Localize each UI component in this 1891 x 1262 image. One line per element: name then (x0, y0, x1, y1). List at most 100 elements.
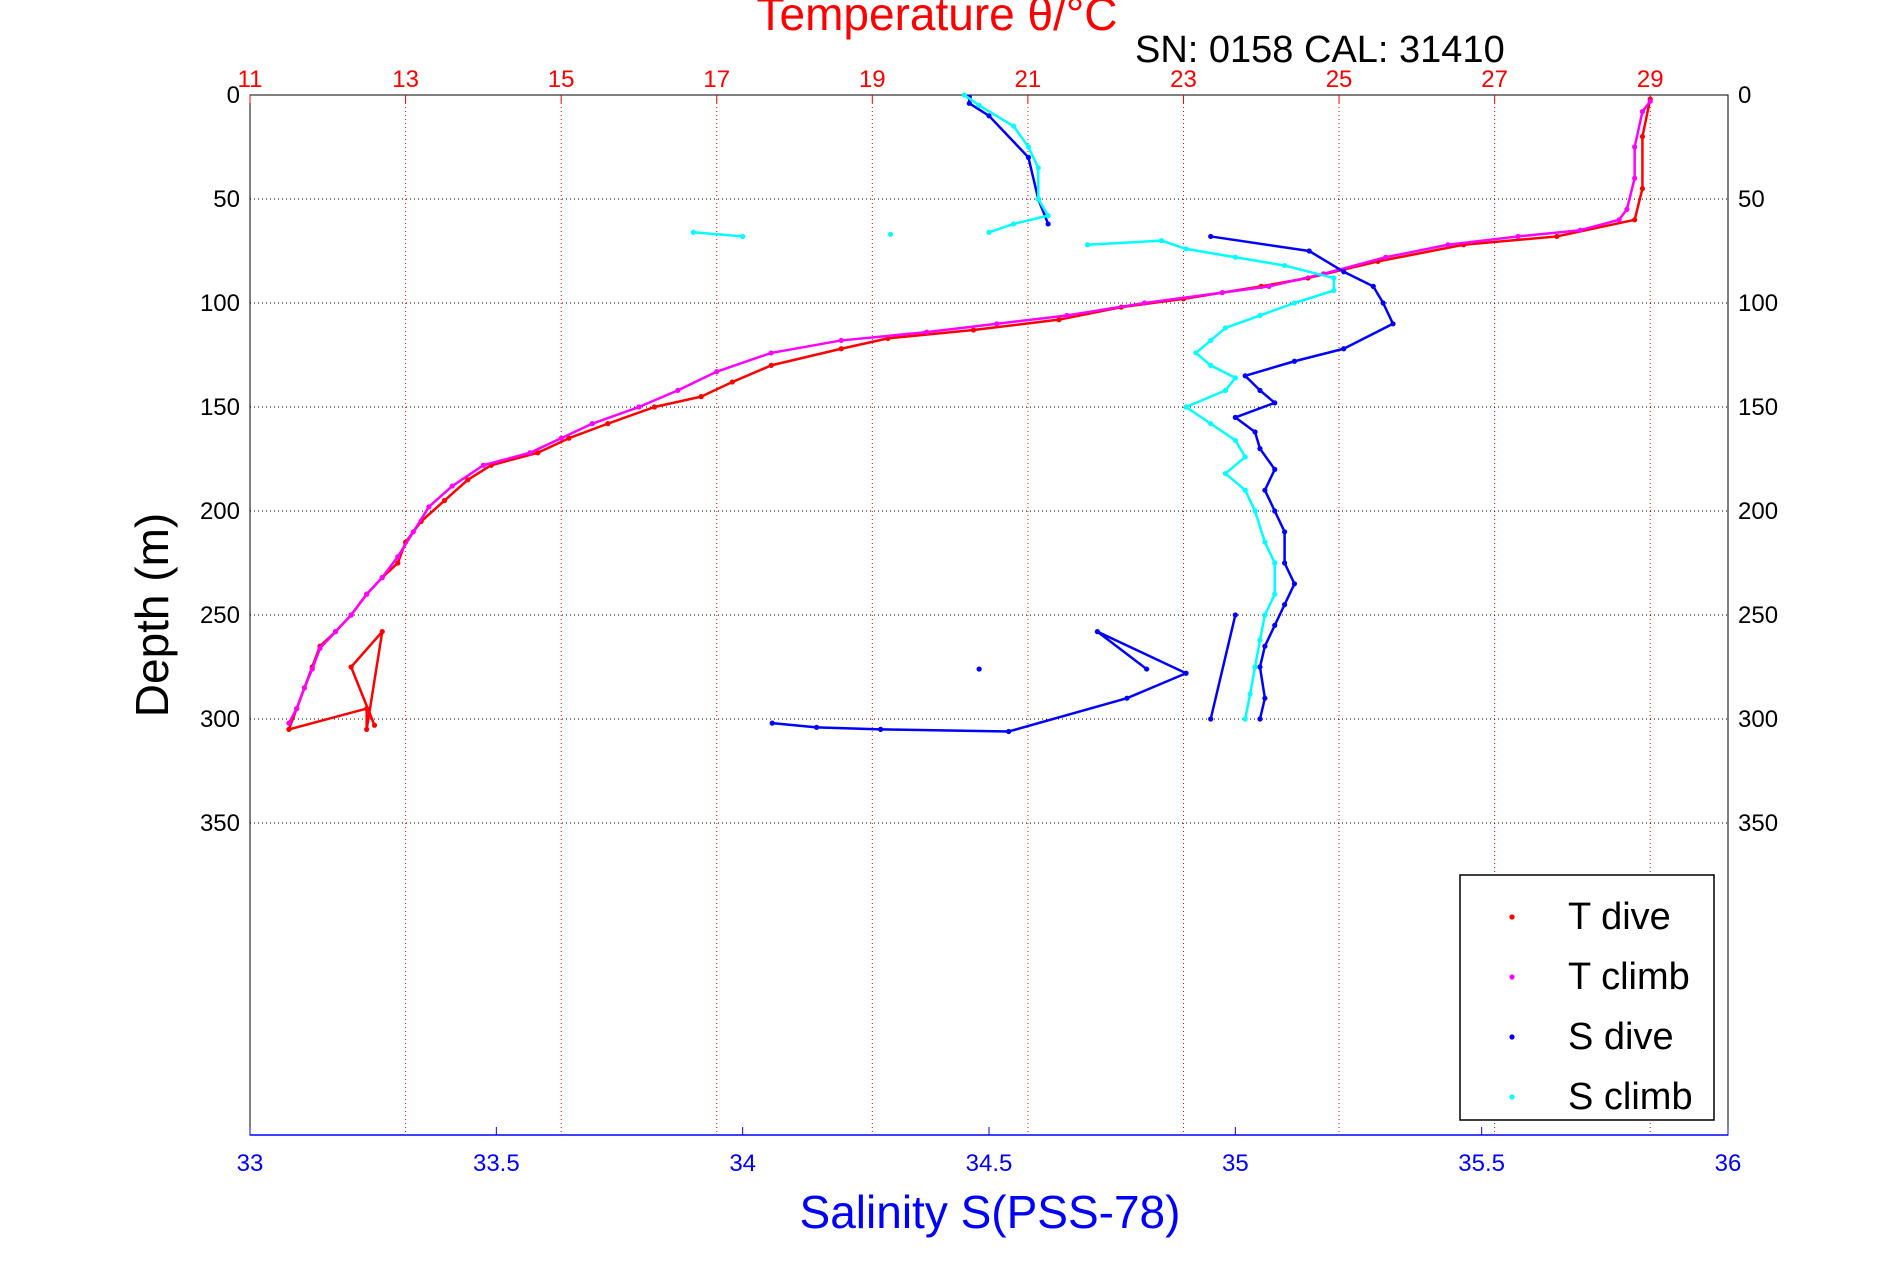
legend: T dive T climb S dive S climb (1459, 874, 1715, 1121)
s-climb-point (1222, 387, 1229, 393)
t-dive-point (838, 346, 844, 352)
t-climb-point (449, 483, 455, 489)
s-climb-point (1158, 238, 1165, 244)
t-dive-point (395, 560, 401, 566)
s-climb-segment (1184, 389, 1227, 409)
s-climb-point (1045, 213, 1051, 219)
t-climb-segment (715, 351, 773, 373)
s-climb-point (986, 229, 992, 235)
temperature-tick-label: 29 (1637, 66, 1664, 93)
axes: 11 13 15 17 19 21 23 25 27 29 33 33.5 34 34.5 35 35.5 36… (200, 66, 1778, 1177)
s-climb-segment (1209, 364, 1237, 380)
t-dive-point (729, 379, 735, 385)
s-dive-segment (968, 102, 991, 118)
s-dive-segment (1263, 488, 1276, 513)
t-climb-point (1577, 227, 1583, 233)
t-climb-point (1445, 242, 1451, 248)
s-dive-segment (1342, 270, 1375, 288)
s-climb-point (1035, 196, 1041, 202)
t-dive-segment (699, 380, 734, 398)
s-dive-segment (1381, 301, 1395, 326)
s-climb-point (1208, 337, 1214, 344)
s-dive-segment (1258, 696, 1267, 721)
t-climb-point (1616, 217, 1622, 223)
s-dive-segment (1258, 665, 1267, 700)
t-climb-point (1639, 109, 1646, 115)
t-climb-segment (1065, 301, 1146, 317)
s-dive-point (1257, 716, 1263, 722)
s-dive-segment (1007, 696, 1129, 733)
legend-marker (1509, 1094, 1515, 1100)
t-dive-segment (1633, 187, 1644, 222)
t-climb-point (294, 706, 300, 712)
t-climb-segment (427, 484, 454, 509)
s-climb-point (1272, 591, 1278, 597)
t-dive-segment (1462, 235, 1559, 247)
t-dive-segment (653, 395, 703, 409)
s-climb-segment (1234, 439, 1247, 459)
s-climb-point (1282, 262, 1288, 269)
s-dive-point (1025, 154, 1032, 160)
x-axis-label: Salinity S(PSS-78) (800, 1186, 1181, 1238)
s-dive-segment (1307, 249, 1345, 274)
t-climb-point (924, 329, 930, 335)
t-climb-segment (1578, 218, 1621, 232)
s-climb-point (1084, 242, 1091, 248)
s-climb-point (1208, 421, 1214, 427)
s-dive-point (1232, 612, 1238, 618)
t-climb-segment (528, 436, 563, 455)
t-climb-point (286, 720, 292, 726)
s-dive-point (1144, 666, 1150, 672)
s-climb-point (1232, 254, 1238, 260)
s-climb-point (1183, 246, 1189, 252)
t-climb-segment (451, 463, 485, 488)
t-climb-point (1266, 283, 1272, 289)
legend-entry-label: S dive (1568, 1016, 1674, 1058)
t-dive-point (364, 706, 370, 712)
s-climb-point (1011, 221, 1017, 227)
s-dive-segment (1258, 644, 1267, 669)
t-climb-segment (334, 613, 353, 633)
t-dive-segment (419, 499, 446, 523)
t-climb-point (636, 404, 642, 410)
s-dive-segment (1096, 630, 1188, 675)
depth-tick-label-right: 0 (1738, 82, 1751, 109)
s-climb-segment (1243, 692, 1252, 721)
s-climb-segment (1224, 314, 1262, 330)
t-climb-segment (396, 530, 415, 559)
s-climb-segment (1253, 509, 1267, 544)
depth-tick-label-right: 200 (1738, 498, 1778, 525)
s-climb-point (1257, 312, 1263, 319)
s-climb-segment (1012, 214, 1050, 226)
t-dive-point (768, 362, 774, 368)
depth-tick-label-left: 150 (200, 394, 240, 421)
depth-tick-label-left: 0 (227, 82, 240, 109)
s-dive-point (1291, 581, 1298, 587)
s-climb-point (1183, 404, 1189, 410)
t-climb-segment (295, 686, 306, 710)
t-dive-segment (466, 463, 493, 482)
t-dive-segment (349, 665, 376, 727)
temperature-tick-label: 21 (1015, 66, 1042, 93)
s-dive-point (1291, 358, 1298, 364)
s-climb-segment (1012, 124, 1030, 149)
s-dive-point (1306, 248, 1312, 254)
depth-tick-label-right: 150 (1738, 394, 1778, 421)
s-climb-point (887, 231, 894, 237)
s-dive-point (1242, 373, 1248, 379)
t-climb-segment (591, 405, 641, 425)
s-climb-segment (1160, 239, 1188, 251)
s-dive-segment (815, 726, 882, 731)
depth-tick-label-left: 200 (200, 498, 240, 525)
t-dive-segment (839, 337, 890, 351)
t-climb-point (332, 629, 339, 635)
t-climb-point (838, 337, 844, 344)
s-dive-segment (1342, 322, 1395, 351)
s-climb-segment (1234, 255, 1286, 267)
s-climb-point (961, 92, 967, 98)
t-climb-segment (1322, 255, 1387, 276)
s-climb-point (1262, 612, 1268, 618)
t-dive-point (651, 404, 658, 410)
t-climb-segment (839, 330, 929, 342)
t-dive-point (286, 726, 292, 733)
